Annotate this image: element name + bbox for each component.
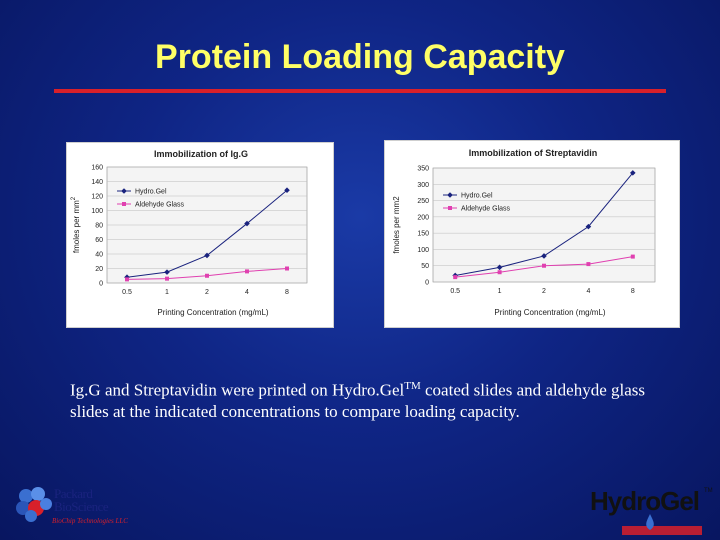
packard-line1: Packard [54,486,93,501]
water-drop-icon [646,514,654,530]
plot-area [432,167,656,283]
chart-title: Immobilization of Ig.G [154,149,248,159]
data-point [497,270,502,275]
y-tick-label: 40 [95,252,103,259]
y-tick-label: 150 [417,231,429,238]
packard-subline: BioChip Technologies LLC [52,517,128,525]
hydrogel-tm: TM [704,488,713,494]
y-tick-label: 0 [99,281,103,288]
legend-marker [447,192,453,198]
y-tick-label: 60 [95,237,103,244]
chart-title: Immobilization of Streptavidin [469,148,598,158]
legend-label: Hydro.Gel [135,189,167,196]
legend-marker [448,206,452,210]
legend-marker [121,188,127,194]
x-tick-label: 2 [542,288,546,295]
y-tick-label: 50 [421,263,429,270]
packard-bioscience-logo: Packard BioScience BioChip Technologies … [14,484,164,530]
x-tick-label: 4 [245,289,249,296]
igg-chart-panel: Immobilization of Ig.G 0 20 40 60 80 100 120 140… [66,142,334,328]
title-divider [54,89,666,93]
x-tick-label: 4 [586,288,590,295]
legend-marker [122,202,126,206]
y-tick-label: 100 [417,247,429,254]
x-tick-label: 0.5 [450,288,460,295]
data-point [542,263,546,268]
data-point [164,269,170,275]
y-tick-label: 350 [417,166,429,173]
x-axis-label: Printing Concentration (mg/mL) [157,308,268,317]
y-tick-label: 120 [91,194,103,201]
caption-text-part2: coated slides and aldehyde glass slides … [70,380,645,421]
x-tick-label: 1 [498,288,502,295]
caption-text-part1: Ig.G and Streptavidin were printed on Hy… [70,380,405,400]
data-point [245,269,249,274]
streptavidin-chart: Immobilization of Streptavidin 0 50 100 150 2… [392,148,656,317]
hydrogel-wordmark: HydroGel [590,486,700,516]
y-tick-label: 20 [95,266,103,273]
molecule-icon [16,487,52,522]
data-point [285,266,289,271]
x-tick-label: 0.5 [122,289,132,296]
packard-line2: BioScience [54,499,109,514]
y-tick-label: 140 [91,179,103,186]
slide-caption: Ig.G and Streptavidin were printed on Hy… [70,376,670,422]
x-axis-label: Printing Concentration (mg/mL) [494,308,605,317]
y-axis-label: fmoles per mm2 [71,196,81,253]
x-tick-label: 2 [205,289,209,296]
trademark-superscript: TM [404,380,421,392]
y-axis-label-superscript: 2 [71,196,77,200]
y-tick-label: 0 [425,280,429,287]
packard-wordmark: Packard BioScience [54,486,109,514]
data-point [453,275,458,280]
legend-label: Hydro.Gel [461,193,493,200]
legend-label: Aldehyde Glass [135,202,185,209]
data-point [586,262,591,267]
data-point [124,274,130,280]
data-point [125,277,129,282]
slide-title: Protein Loading Capacity [155,38,565,76]
y-axis-label: fmoles per mm2 [392,196,401,254]
hydrogel-logo-graphic [622,514,702,535]
hydrogel-logo: HydroGel TM [588,486,713,536]
y-tick-label: 80 [95,223,103,230]
x-tick-label: 8 [631,288,635,295]
y-tick-label: 100 [91,208,103,215]
x-tick-label: 1 [165,289,169,296]
y-tick-label: 160 [91,165,103,172]
data-point [630,254,635,259]
igg-chart: Immobilization of Ig.G020406080100120140… [71,149,308,317]
y-tick-label: 200 [417,214,429,221]
y-tick-label: 250 [417,198,429,205]
data-point [585,223,592,230]
y-tick-label: 300 [417,182,429,189]
x-tick-label: 8 [285,289,289,296]
data-point [205,273,209,278]
legend-label: Aldehyde Glass [461,206,511,213]
data-point [165,276,169,281]
streptavidin-chart-panel: Immobilization of Streptavidin 0 50 100 150 2… [384,140,680,328]
data-point [630,170,636,176]
